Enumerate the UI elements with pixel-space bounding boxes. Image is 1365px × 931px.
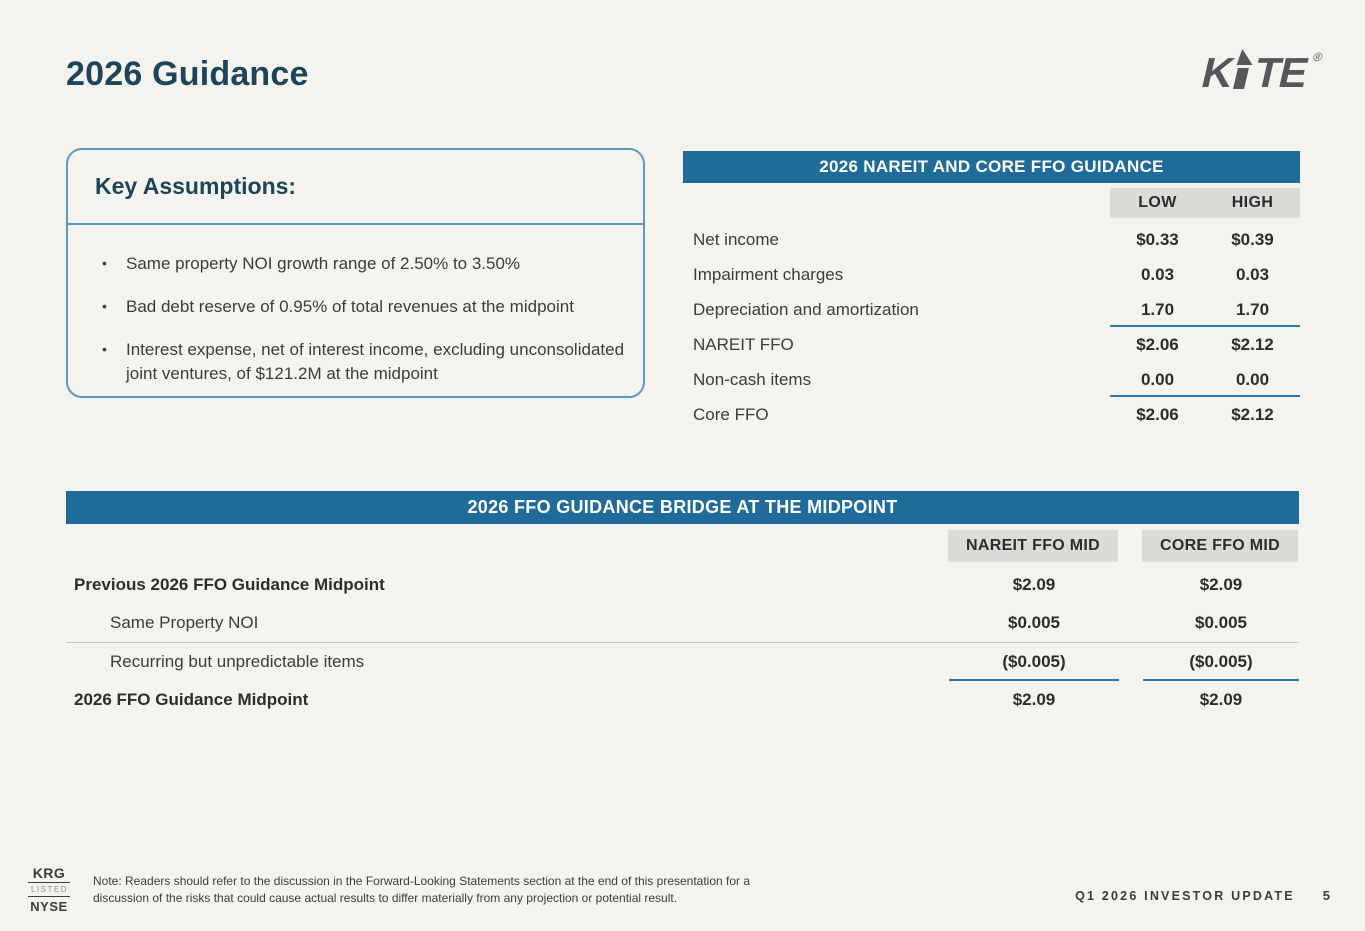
row-values: $2.09 $2.09 [949, 681, 1299, 719]
row-value-low: 0.03 [1140, 264, 1175, 284]
registered-mark: ® [1312, 50, 1325, 64]
deck-title: Q1 2026 INVESTOR UPDATE [1075, 889, 1295, 903]
row-label: Same Property NOI [110, 613, 259, 632]
row-value-high: $2.12 [1231, 404, 1274, 424]
row-value-high: 0.00 [1235, 369, 1270, 389]
row-values: $2.09 $2.09 [949, 566, 1299, 604]
row-value-nareit: $2.09 [1012, 575, 1056, 594]
row-value-core: ($0.005) [1189, 652, 1253, 671]
row-value-core: $2.09 [1199, 690, 1243, 709]
guidance-table-rows: Net income $0.33 $0.39 Impairment charges 0.… [683, 222, 1300, 432]
row-value-low: 0.00 [1140, 369, 1175, 389]
row-value-low: $0.33 [1136, 229, 1179, 249]
row-value-high: $2.12 [1231, 334, 1274, 354]
row-label: Previous 2026 FFO Guidance Midpoint [74, 575, 385, 594]
row-label: Impairment charges [693, 264, 844, 284]
row-values: 0.00 0.00 [1110, 362, 1300, 397]
kite-flag-icon [1237, 49, 1257, 65]
guidance-table-title-bar: 2026 NAREIT AND CORE FFO GUIDANCE [683, 151, 1300, 183]
subtotal-rule [1110, 395, 1300, 397]
row-values: $0.33 $0.39 [1110, 222, 1300, 257]
row-values: 1.70 1.70 [1110, 292, 1300, 327]
table-row: NAREIT FFO $2.06 $2.12 [683, 327, 1300, 362]
bridge-table-rows: Previous 2026 FFO Guidance Midpoint $2.09… [66, 566, 1299, 719]
table-row: Same Property NOI $0.005 $0.005 [66, 604, 1299, 643]
bridge-table-title-bar: 2026 FFO GUIDANCE BRIDGE AT THE MIDPOINT [66, 491, 1299, 524]
row-values: $2.06 $2.12 [1110, 327, 1300, 362]
row-values: 0.03 0.03 [1110, 257, 1300, 292]
page-number: 5 [1322, 888, 1330, 903]
subtotal-rule [1110, 325, 1300, 327]
table-row: Core FFO $2.06 $2.12 [683, 397, 1300, 432]
nareit-core-ffo-guidance-table: 2026 NAREIT AND CORE FFO GUIDANCE LOW HI… [683, 151, 1300, 432]
table-row: Impairment charges 0.03 0.03 [683, 257, 1300, 292]
column-header-high: HIGH [1231, 194, 1274, 211]
table-row: Non-cash items 0.00 0.00 [683, 362, 1300, 397]
table-row: 2026 FFO Guidance Midpoint $2.09 $2.09 [66, 681, 1299, 719]
ticker-symbol: KRG [28, 865, 70, 883]
row-value-core: $2.09 [1199, 575, 1243, 594]
table-row: Depreciation and amortization 1.70 1.70 [683, 292, 1300, 327]
row-label: Recurring but unpredictable items [110, 652, 365, 671]
row-label: NAREIT FFO [693, 334, 794, 354]
key-assumptions-heading: Key Assumptions: [95, 173, 297, 199]
row-value-high: 0.03 [1235, 264, 1270, 284]
kite-logo: K TE ® [1197, 49, 1324, 96]
bullet-text: Interest expense, net of interest income… [126, 340, 625, 384]
bullet-item: • Same property NOI growth range of 2.50%… [102, 252, 625, 276]
guidance-column-headers: LOW HIGH [1110, 188, 1300, 218]
row-value-core: $0.005 [1195, 613, 1247, 632]
row-value-low: $2.06 [1136, 334, 1179, 354]
bullet-item: • Bad debt reserve of 0.95% of total reve… [102, 295, 625, 319]
key-assumptions-list: • Same property NOI growth range of 2.50%… [68, 225, 643, 387]
kite-bar [1233, 68, 1250, 89]
key-assumptions-panel: Key Assumptions: • Same property NOI grow… [66, 148, 645, 398]
subtotal-rule [1143, 679, 1299, 681]
row-value-nareit: $0.005 [1008, 613, 1060, 632]
row-label: Depreciation and amortization [693, 299, 919, 319]
row-values: $2.06 $2.12 [1110, 397, 1300, 432]
row-label: Net income [693, 229, 779, 249]
bullet-text: Same property NOI growth range of 2.50% … [126, 254, 521, 273]
logo-kite-i-glyph [1233, 49, 1257, 90]
ffo-guidance-bridge-table: 2026 FFO GUIDANCE BRIDGE AT THE MIDPOINT… [66, 491, 1299, 719]
row-value-high: 1.70 [1235, 299, 1270, 319]
key-assumptions-header: Key Assumptions: [68, 150, 643, 225]
row-values: $0.005 $0.005 [949, 604, 1299, 642]
listed-label: LISTED [28, 883, 70, 897]
row-value-low: 1.70 [1140, 299, 1175, 319]
row-label: Core FFO [693, 404, 769, 424]
table-row: Recurring but unpredictable items ($0.005… [66, 643, 1299, 681]
column-header-core-ffo-mid: CORE FFO MID [1142, 530, 1298, 562]
subtotal-rule [949, 679, 1119, 681]
row-label: 2026 FFO Guidance Midpoint [74, 690, 309, 709]
bullet-icon: • [102, 298, 107, 315]
bullet-item: • Interest expense, net of interest incom… [102, 338, 625, 386]
bullet-icon: • [102, 341, 107, 358]
row-value-nareit: ($0.005) [1002, 652, 1066, 671]
nyse-listed-badge: KRG LISTED NYSE [28, 865, 70, 914]
logo-letters-te: TE [1249, 49, 1313, 96]
row-value-low: $2.06 [1136, 404, 1179, 424]
disclaimer-note: Note: Readers should refer to the discus… [93, 874, 751, 905]
logo-letter-k: K [1197, 49, 1238, 96]
footer-right: Q1 2026 INVESTOR UPDATE 5 [1075, 888, 1330, 903]
bullet-text: Bad debt reserve of 0.95% of total reven… [126, 297, 574, 317]
exchange-name: NYSE [30, 899, 68, 914]
row-value-nareit: $2.09 [1012, 690, 1056, 709]
table-row: Net income $0.33 $0.39 [683, 222, 1300, 257]
page-title: 2026 Guidance [66, 55, 309, 93]
column-header-nareit-ffo-mid: NAREIT FFO MID [948, 530, 1118, 562]
column-header-low: LOW [1138, 194, 1177, 211]
bullet-icon: • [102, 255, 107, 271]
table-row: Previous 2026 FFO Guidance Midpoint $2.09… [66, 566, 1299, 604]
row-value-high: $0.39 [1231, 229, 1274, 249]
row-label: Non-cash items [693, 369, 812, 389]
bridge-column-headers: NAREIT FFO MID CORE FFO MID [948, 530, 1298, 562]
row-values: ($0.005) ($0.005) [949, 643, 1299, 681]
